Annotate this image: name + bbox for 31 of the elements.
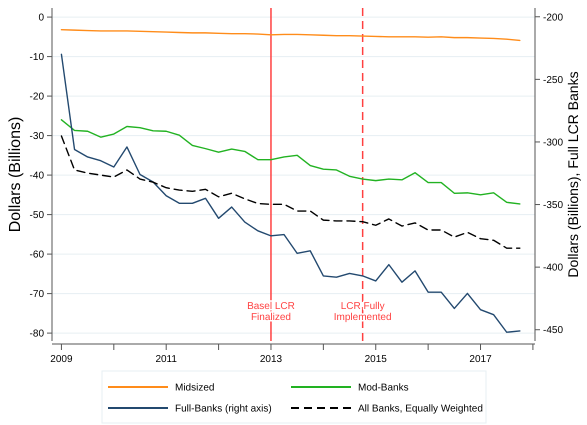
x-tick-label: 2015 <box>364 354 388 365</box>
line-series <box>60 54 521 333</box>
y-tick-label: 0 <box>38 12 44 24</box>
y-tick-label: -20 <box>30 92 44 103</box>
legend-label: All Banks, Equally Weighted <box>358 404 483 414</box>
x-tick-label: 2013 <box>260 354 283 365</box>
y2-tick-label: -350 <box>543 200 564 212</box>
y-tick-label: -70 <box>30 289 44 300</box>
y2-axis-title: Dollars (Billions), Full LCR Banks <box>565 71 581 278</box>
line-series <box>60 29 521 42</box>
y2-tick-label: -200 <box>543 12 564 24</box>
x-tick-label: 2009 <box>50 354 73 365</box>
y-tick-label: -50 <box>30 210 44 222</box>
y-tick-label: -60 <box>30 250 44 261</box>
legend-label: Full-Banks (right axis) <box>175 404 272 414</box>
y-tick-label: -80 <box>30 328 44 340</box>
legend-label: Mod-Banks <box>358 382 409 394</box>
y2-tick-label: -300 <box>543 137 564 148</box>
y-tick-label: -40 <box>30 170 44 182</box>
x-tick-label: 2017 <box>469 354 492 365</box>
y-tick-label: -10 <box>30 52 44 64</box>
line-series <box>60 135 521 249</box>
line-series <box>60 119 521 205</box>
legend-label: Midsized <box>175 382 214 394</box>
ref-line-label: LCR Fully Implemented <box>334 301 392 323</box>
y-tick-label: -30 <box>30 131 44 142</box>
y-axis-title: Dollars (Billions) <box>7 116 24 232</box>
y2-tick-label: -450 <box>543 325 564 336</box>
y2-tick-label: -250 <box>543 74 564 86</box>
y2-tick-label: -400 <box>543 262 564 274</box>
x-tick-label: 2011 <box>155 354 178 365</box>
